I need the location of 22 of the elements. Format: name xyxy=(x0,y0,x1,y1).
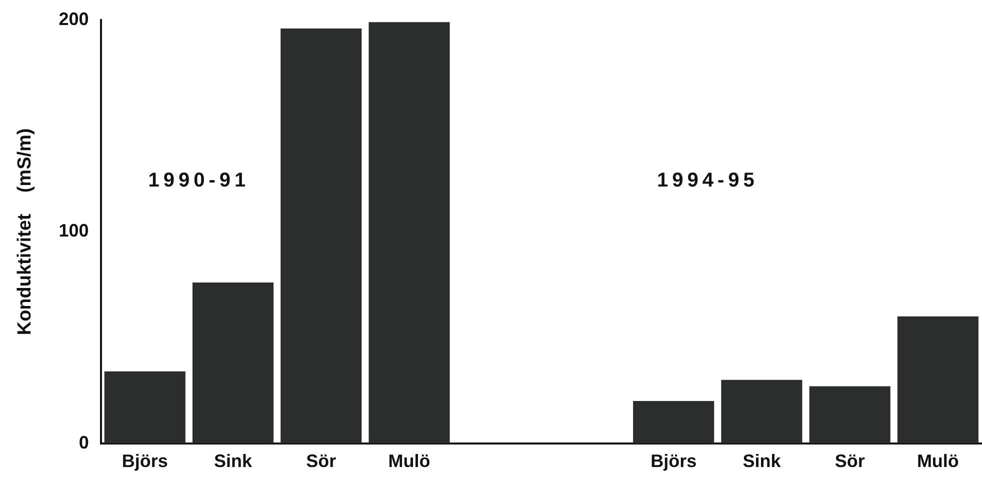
x-tick-label: Björs xyxy=(650,451,697,472)
annotation: 1990-91 xyxy=(148,169,250,192)
x-tick-label: Mulö xyxy=(916,451,959,472)
y-tick-label: 0 xyxy=(78,432,89,452)
bar xyxy=(721,380,802,444)
x-tick-label: Mulö xyxy=(388,451,430,472)
x-tick-label: Sör xyxy=(306,451,336,472)
bar xyxy=(633,401,714,444)
bar xyxy=(368,22,450,444)
x-tick-label: Björs xyxy=(122,451,168,472)
bar xyxy=(192,282,274,444)
y-axis-title: Konduktivitet (mS/m) xyxy=(14,128,36,336)
y-tick-label: 100 xyxy=(58,220,89,241)
bar xyxy=(897,316,978,444)
x-tick-label: Sör xyxy=(834,451,865,472)
x-tick-label: Sink xyxy=(742,451,782,472)
annotation: 1994-95 xyxy=(656,169,758,192)
y-tick-label: 200 xyxy=(58,8,89,29)
bar xyxy=(809,386,890,444)
bar xyxy=(104,371,186,444)
bar xyxy=(280,28,362,444)
x-tick-label: Sink xyxy=(214,451,253,472)
